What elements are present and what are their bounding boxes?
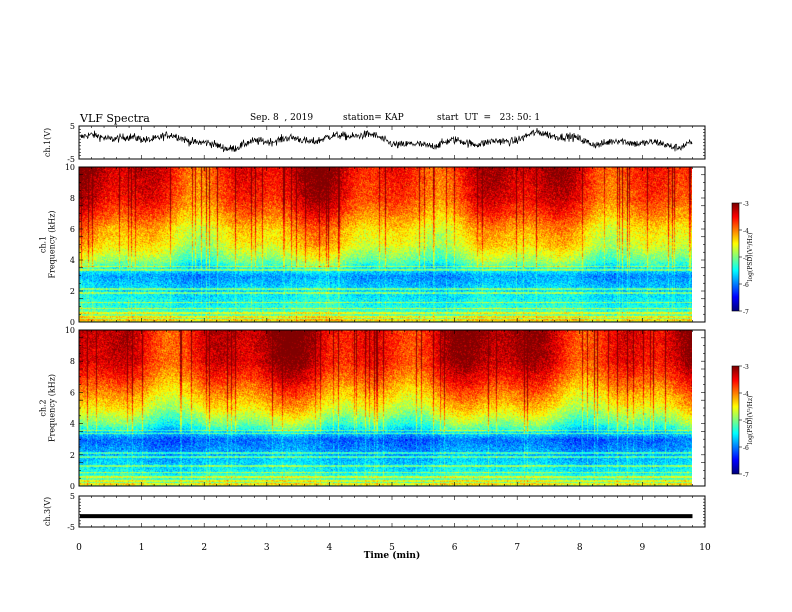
ch1-spectrogram-ytick-label: 6 xyxy=(70,225,75,234)
ch3-waveform-ytick-label: -5 xyxy=(67,523,75,532)
chart-title: VLF Spectra xyxy=(80,112,150,125)
ch1-spectrogram-colorbar-gradient xyxy=(732,203,739,311)
start-time-label: start UT = 23: 50: 1 xyxy=(437,113,541,123)
x-axis-label: Time (min) xyxy=(364,550,421,561)
x-tick-label: 6 xyxy=(452,543,458,553)
ch2-spectrogram-colorbar-tick-label: -7 xyxy=(743,472,749,479)
x-axis: 0 1 2 3 4 5 6 7 8 9 10 Time (min) xyxy=(76,543,711,561)
ch2-spectrogram-ytick-label: 10 xyxy=(65,326,75,335)
date-label: Sep. 8 , 2019 xyxy=(250,113,314,123)
ch2-spectrogram-colorbar-tick-label: -4 xyxy=(743,391,749,398)
ch1-waveform-ylabel: ch.1(V) xyxy=(43,128,52,157)
ch1-spectrogram-ytick-label: 0 xyxy=(70,318,75,327)
x-tick-label: 2 xyxy=(201,543,207,553)
ch2-spectrogram-image xyxy=(79,330,692,486)
x-tick-label: 10 xyxy=(699,543,711,553)
ch1-waveform-y-axis: 5 -5 xyxy=(67,122,705,164)
x-tick-label: 9 xyxy=(640,543,646,553)
ch1-spectrogram-colorbar-tick-label: -3 xyxy=(743,201,749,208)
ch2-spectrogram-y-axis: 0 2 4 6 8 10 xyxy=(65,326,705,491)
x-tick-label: 5 xyxy=(389,543,395,553)
ch1-spectrogram-colorbar-label: log(PSD)(V²/Hz) xyxy=(747,233,754,282)
ch1-spectrogram-colorbar-tick-label: -7 xyxy=(743,309,749,316)
ch1-spectrogram-ylabel: ch.1 xyxy=(39,236,48,253)
ch2-spectrogram-colorbar-gradient xyxy=(732,366,739,474)
station-label: station= KAP xyxy=(343,113,404,123)
ch2-spectrogram-ytick-label: 8 xyxy=(70,357,75,366)
ch1-spectrogram-ylabel: Frequency (kHz) xyxy=(48,210,57,278)
x-tick-label: 1 xyxy=(139,543,145,553)
ch3-waveform-ytick-label: 5 xyxy=(70,492,75,501)
ch1-spectrogram-image xyxy=(79,167,692,322)
ch2-spectrogram-ylabel: ch.2 xyxy=(39,399,48,416)
ch1-waveform-ytick-label: 5 xyxy=(70,122,75,131)
ch1-spectrogram-colorbar-tick-label: -6 xyxy=(743,282,749,289)
ch2-spectrogram-colorbar-label: log(PSD)(V²/Hz) xyxy=(747,396,754,445)
ch3-waveform-y-axis: 5 -5 xyxy=(67,492,705,532)
ch3-waveform-ylabel: ch.3(V) xyxy=(43,497,52,526)
ch1-spectrogram-colorbar: -3 -4 -5 -6 -7 log(PSD)(V²/Hz) xyxy=(731,201,754,316)
ch3-waveform-trace xyxy=(80,514,693,519)
ch1-spectrogram-y-axis: 0 2 4 6 8 10 xyxy=(65,163,705,327)
ch2-spectrogram-ytick-label: 2 xyxy=(70,451,75,460)
ch2-spectrogram-colorbar: -3 -4 -5 -6 -7 log(PSD)(V²/Hz) xyxy=(731,364,754,479)
x-tick-label: 7 xyxy=(514,543,520,553)
ch1-spectrogram-ytick-label: 4 xyxy=(70,256,75,265)
ch1-spectrogram-colorbar-tick-label: -5 xyxy=(743,255,749,262)
ch2-spectrogram-ytick-label: 6 xyxy=(70,388,75,397)
ch2-spectrogram-ytick-label: 0 xyxy=(70,482,75,491)
ch2-spectrogram-colorbar-tick-label: -3 xyxy=(743,364,749,371)
ch1-spectrogram-ytick-label: 8 xyxy=(70,194,75,203)
x-tick-label: 3 xyxy=(264,543,270,553)
ch1-spectrogram-ytick-label: 10 xyxy=(65,163,75,172)
ch1-spectrogram-colorbar-tick-label: -4 xyxy=(743,228,749,235)
x-tick-label: 8 xyxy=(577,543,583,553)
ch1-waveform-ytick-label: -5 xyxy=(67,155,75,164)
x-tick-label: 4 xyxy=(327,543,333,553)
ch2-spectrogram-ylabel: Frequency (kHz) xyxy=(48,374,57,442)
ch2-spectrogram-colorbar-tick-label: -6 xyxy=(743,445,749,452)
ch2-spectrogram-colorbar-tick-label: -5 xyxy=(743,418,749,425)
ch2-spectrogram-ytick-label: 4 xyxy=(70,420,75,429)
ch3-waveform-frame xyxy=(78,495,706,528)
ch1-waveform-frame xyxy=(78,125,706,160)
ch1-spectrogram-ytick-label: 2 xyxy=(70,287,75,296)
ch1-waveform-trace xyxy=(79,128,693,153)
x-tick-label: 0 xyxy=(76,543,82,553)
